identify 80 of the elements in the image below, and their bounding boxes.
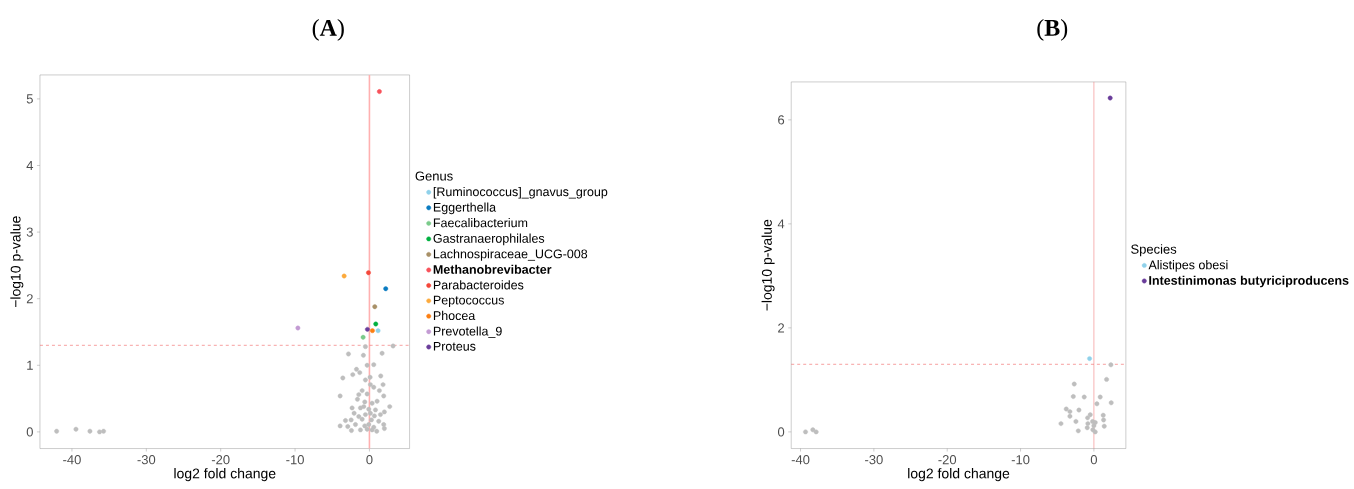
point bbox=[1085, 415, 1090, 421]
legend-title: Species bbox=[1131, 244, 1177, 257]
x-axis-title: log2 fold change bbox=[908, 468, 1010, 482]
legend-label: Gastranaerophilales bbox=[433, 233, 545, 246]
legend-label: Peptococcus bbox=[433, 296, 504, 308]
x-tick-label: 0 bbox=[1090, 455, 1098, 465]
y-tick-label: 2 bbox=[778, 323, 785, 333]
y-tick-label: 3 bbox=[26, 227, 33, 237]
x-tick-label: -30 bbox=[865, 455, 883, 465]
y-tick-label: 4 bbox=[777, 219, 785, 229]
point bbox=[803, 429, 808, 435]
x-tick-label: -10 bbox=[286, 455, 304, 465]
legend-label: Phocea bbox=[433, 311, 476, 321]
x-tick-label: -30 bbox=[137, 455, 156, 465]
y-tick-label: 2 bbox=[26, 294, 33, 304]
point bbox=[1107, 95, 1113, 101]
point bbox=[1104, 377, 1109, 383]
point bbox=[1067, 409, 1073, 415]
point bbox=[1076, 407, 1082, 413]
legend-label: Intestinimonas butyriciproducens bbox=[1149, 275, 1349, 288]
point bbox=[1100, 413, 1106, 418]
point bbox=[373, 321, 379, 327]
point bbox=[1075, 428, 1081, 434]
y-tick-label: 1 bbox=[27, 361, 33, 371]
chart-title: (A) bbox=[312, 19, 344, 42]
y-axis-title: −log10 p-value bbox=[761, 220, 775, 311]
legend-label: Methanobrevibacter bbox=[433, 264, 552, 275]
point bbox=[813, 429, 819, 435]
point bbox=[377, 89, 382, 95]
point bbox=[1101, 424, 1107, 429]
point bbox=[341, 273, 347, 279]
legend-label: Alistipes obesi bbox=[1148, 260, 1228, 273]
point bbox=[1108, 362, 1114, 368]
point bbox=[370, 328, 375, 334]
point bbox=[375, 328, 381, 334]
point bbox=[1094, 401, 1100, 407]
point bbox=[1091, 423, 1097, 429]
y-axis-title: −log10 p-value bbox=[10, 216, 24, 308]
legend-label: [Ruminococcus]_gnavus_group bbox=[433, 187, 608, 199]
legend-label: Proteus bbox=[433, 342, 476, 351]
y-tick-label: 0 bbox=[26, 427, 33, 437]
y-tick-label: 5 bbox=[26, 94, 33, 104]
point bbox=[372, 304, 378, 310]
point bbox=[1058, 421, 1064, 427]
point bbox=[1108, 400, 1114, 406]
point bbox=[1063, 406, 1069, 412]
chart-title: (B) bbox=[1037, 19, 1068, 42]
x-tick-label: -40 bbox=[791, 455, 810, 465]
point bbox=[1070, 394, 1076, 400]
legend-label: Lachnospiraceae_UCG-008 bbox=[433, 249, 588, 262]
point bbox=[1101, 417, 1106, 423]
point bbox=[1084, 425, 1090, 431]
point bbox=[383, 286, 389, 292]
x-tick-label: -20 bbox=[938, 455, 957, 465]
point bbox=[1071, 381, 1077, 387]
x-axis-title: log2 fold change bbox=[174, 468, 276, 482]
point bbox=[366, 270, 371, 276]
point bbox=[360, 335, 366, 340]
point bbox=[295, 325, 301, 331]
point bbox=[1097, 394, 1103, 400]
legend-label: Faecalibacterium bbox=[433, 218, 528, 228]
point bbox=[1085, 421, 1091, 427]
legend-label: Parabacteroides bbox=[433, 280, 524, 290]
y-tick-label: 4 bbox=[26, 161, 34, 171]
legend-title: Genus bbox=[415, 171, 453, 181]
x-tick-label: -20 bbox=[211, 455, 230, 465]
point bbox=[365, 327, 370, 332]
legend-label: Prevotella_9 bbox=[433, 326, 502, 339]
legend-label: Eggerthella bbox=[433, 202, 497, 215]
x-tick-label: -40 bbox=[63, 455, 81, 465]
point bbox=[810, 427, 816, 433]
x-tick-label: 0 bbox=[366, 455, 373, 465]
x-tick-label: -10 bbox=[1011, 455, 1030, 465]
point bbox=[1081, 394, 1087, 400]
y-tick-label: 0 bbox=[777, 427, 785, 437]
y-tick-label: 6 bbox=[778, 115, 785, 125]
point bbox=[1087, 412, 1093, 418]
point bbox=[1067, 414, 1073, 419]
point bbox=[1087, 356, 1092, 362]
point bbox=[1073, 419, 1079, 425]
